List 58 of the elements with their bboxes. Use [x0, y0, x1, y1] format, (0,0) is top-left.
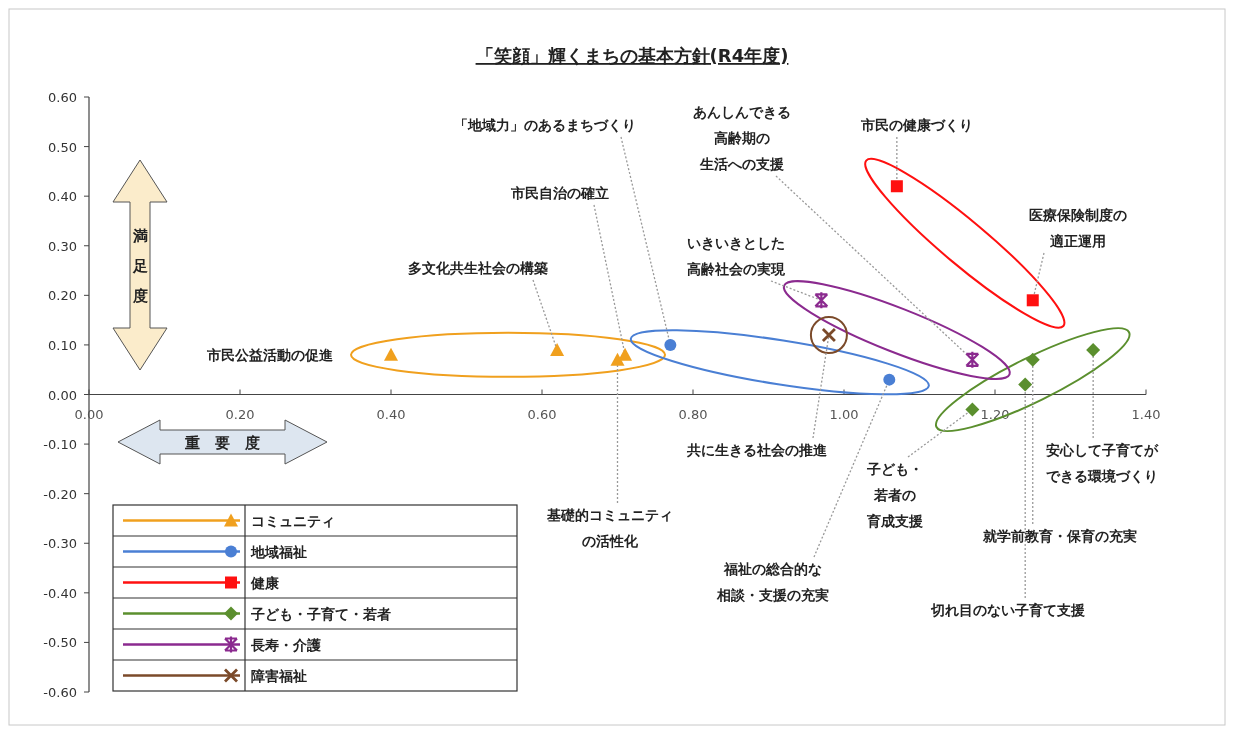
- x-tick-label: 0.80: [678, 406, 708, 422]
- y-tick-label: 0.10: [48, 337, 77, 353]
- legend-label: コミュニティ: [251, 512, 335, 529]
- annotation: 市民の健康づくり: [860, 117, 973, 133]
- x-axis-title: 重 要 度: [184, 434, 260, 452]
- annotation: 切れ目のない子育て支援: [930, 602, 1085, 618]
- point: [965, 350, 980, 369]
- y-tick-label: -0.10: [43, 437, 77, 453]
- point: [890, 180, 903, 193]
- legend-label: 障害福祉: [251, 667, 307, 684]
- point: [610, 352, 625, 366]
- x-tick-label: 1.40: [1131, 406, 1161, 422]
- legend-label: 健康: [250, 574, 280, 591]
- point: [1026, 294, 1039, 307]
- x-tick-label: 0.20: [225, 406, 255, 422]
- point: [883, 373, 896, 386]
- point: [1086, 342, 1101, 357]
- y-tick-label: 0.50: [48, 139, 77, 155]
- point: [664, 338, 677, 351]
- y-tick-label: -0.40: [43, 585, 77, 601]
- point: [550, 342, 565, 356]
- y-tick-label: 0.60: [48, 90, 77, 105]
- legend-label: 長寿・介護: [250, 636, 321, 653]
- point: [809, 316, 848, 354]
- y-tick-label: 0.20: [48, 288, 77, 304]
- y-axis-title: 満足度: [131, 227, 148, 305]
- y-tick-label: 0.40: [48, 189, 77, 205]
- point: [384, 347, 398, 361]
- y-tick-label: 0.30: [48, 238, 77, 254]
- annotation: 安心して子育てができる環境づくり: [1046, 442, 1159, 484]
- point: [814, 291, 829, 310]
- annotation: 基礎的コミュニティの活性化: [546, 507, 673, 549]
- legend-label: 地域福祉: [250, 543, 307, 560]
- y-tick-label: -0.20: [43, 486, 77, 502]
- annotation: 「地域力」のあるまちづくり: [454, 117, 636, 133]
- annotation: いきいきとした高齢社会の実現: [687, 235, 786, 277]
- point: [1018, 377, 1033, 392]
- annotation: 多文化共生社会の構築: [408, 260, 548, 276]
- y-tick-label: -0.50: [43, 635, 77, 651]
- annotation: 共に生きる社会の推進: [686, 442, 828, 458]
- annotation: 市民自治の確立: [510, 185, 609, 201]
- x-tick-label: 0.60: [527, 406, 557, 422]
- annotation: あんしんできる高齢期の生活への支援: [693, 104, 791, 172]
- x-tick-label: 1.00: [829, 406, 859, 422]
- point: [618, 347, 633, 361]
- legend-label: 子ども・子育て・若者: [250, 605, 391, 622]
- x-tick-label: 0.40: [376, 406, 406, 422]
- annotation: 福祉の総合的な相談・支援の充実: [716, 561, 829, 603]
- point: [1025, 352, 1040, 367]
- y-tick-label: 0.00: [48, 387, 77, 403]
- point: [965, 402, 980, 417]
- annotation: 市民公益活動の促進: [206, 347, 334, 363]
- y-tick-label: -0.60: [43, 685, 77, 700]
- chart-title: 「笑顔」輝くまちの基本方針(R4年度): [475, 45, 789, 66]
- annotation: 就学前教育・保育の充実: [982, 528, 1137, 544]
- annotation: 医療保険制度の適正運用: [1029, 207, 1127, 249]
- annotation: 子ども・若者の育成支援: [866, 461, 923, 529]
- y-tick-label: -0.30: [43, 536, 77, 552]
